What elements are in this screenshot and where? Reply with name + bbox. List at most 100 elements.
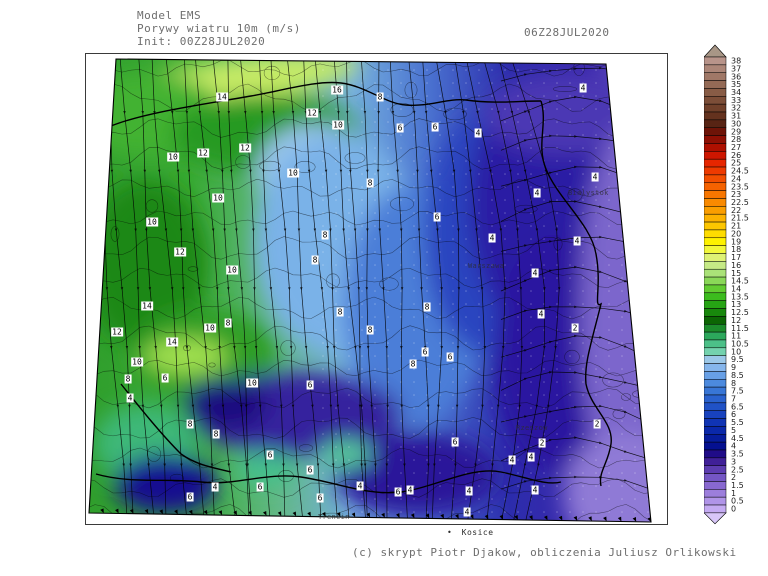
gust-value-label: 12 bbox=[306, 108, 318, 118]
gust-value-label: 8 bbox=[423, 302, 431, 312]
svg-text:14.5: 14.5 bbox=[731, 277, 749, 286]
city-label: Trencin bbox=[318, 513, 350, 521]
svg-text:19: 19 bbox=[731, 237, 741, 246]
gust-value-label: 6 bbox=[433, 212, 441, 222]
svg-text:9: 9 bbox=[731, 363, 736, 372]
svg-text:29: 29 bbox=[731, 127, 741, 136]
svg-text:9.5: 9.5 bbox=[731, 355, 744, 364]
gust-value-label: 2 bbox=[538, 438, 546, 448]
svg-text:23: 23 bbox=[731, 190, 741, 199]
svg-text:0.5: 0.5 bbox=[731, 497, 744, 506]
svg-text:24: 24 bbox=[731, 174, 741, 183]
svg-text:1: 1 bbox=[731, 489, 736, 498]
wind-gust-map bbox=[88, 58, 652, 523]
svg-text:13: 13 bbox=[731, 300, 741, 309]
gust-value-label: 4 bbox=[508, 455, 516, 465]
svg-text:7: 7 bbox=[731, 395, 736, 404]
gust-value-label: 4 bbox=[463, 507, 471, 517]
gust-value-label: 4 bbox=[211, 482, 219, 492]
map-frame bbox=[85, 53, 668, 525]
valid-time: 06Z28JUL2020 bbox=[524, 26, 610, 39]
gust-value-label: 14 bbox=[166, 337, 178, 347]
map-domain-outline bbox=[88, 58, 652, 523]
svg-text:21.5: 21.5 bbox=[731, 214, 749, 223]
svg-text:20: 20 bbox=[731, 229, 741, 238]
gust-value-label: 8 bbox=[212, 429, 220, 439]
svg-text:38: 38 bbox=[731, 57, 741, 66]
gust-value-label: 8 bbox=[336, 307, 344, 317]
gust-value-label: 14 bbox=[141, 301, 153, 311]
city-dot-icon: • bbox=[447, 528, 453, 537]
gust-value-label: 4 bbox=[531, 485, 539, 495]
gust-value-label: 4 bbox=[579, 83, 587, 93]
gust-value-label: 10 bbox=[332, 120, 344, 130]
gust-value-label: 10 bbox=[287, 168, 299, 178]
svg-text:10: 10 bbox=[731, 347, 741, 356]
svg-text:33: 33 bbox=[731, 96, 741, 105]
gust-value-label: 8 bbox=[409, 359, 417, 369]
init-time: Init: 00Z28JUL2020 bbox=[137, 35, 266, 48]
parameter-title: Porywy wiatru 10m (m/s) bbox=[137, 22, 301, 35]
gust-value-label: 6 bbox=[306, 380, 314, 390]
svg-text:27: 27 bbox=[731, 143, 741, 152]
gust-value-label: 14 bbox=[216, 92, 228, 102]
gust-value-label: 8 bbox=[224, 318, 232, 328]
gust-value-label: 8 bbox=[321, 230, 329, 240]
svg-text:31: 31 bbox=[731, 112, 741, 121]
gust-value-label: 8 bbox=[124, 374, 132, 384]
gust-value-label: 4 bbox=[126, 393, 134, 403]
gust-value-label: 8 bbox=[376, 92, 384, 102]
gust-field bbox=[89, 59, 651, 522]
gust-value-label: 6 bbox=[431, 122, 439, 132]
gust-value-label: 4 bbox=[573, 236, 581, 246]
gust-value-label: 6 bbox=[394, 487, 402, 497]
gust-value-label: 6 bbox=[256, 482, 264, 492]
city-marker-label: Kosice bbox=[461, 528, 494, 537]
svg-text:36: 36 bbox=[731, 72, 741, 81]
svg-text:0: 0 bbox=[731, 505, 736, 514]
gust-value-label: 6 bbox=[446, 352, 454, 362]
svg-text:26: 26 bbox=[731, 151, 741, 160]
gust-value-label: 4 bbox=[537, 309, 545, 319]
gust-value-label: 4 bbox=[474, 128, 482, 138]
city-label: Warszawa bbox=[468, 262, 505, 270]
svg-text:4.5: 4.5 bbox=[731, 434, 744, 443]
svg-text:25: 25 bbox=[731, 159, 741, 168]
gust-value-label: 6 bbox=[306, 465, 314, 475]
gust-value-label: 8 bbox=[366, 325, 374, 335]
gust-value-label: 6 bbox=[316, 493, 324, 503]
svg-text:6: 6 bbox=[731, 410, 736, 419]
svg-text:6.5: 6.5 bbox=[731, 402, 744, 411]
svg-text:35: 35 bbox=[731, 80, 741, 89]
svg-text:8: 8 bbox=[731, 379, 736, 388]
gust-value-label: 4 bbox=[527, 452, 535, 462]
gust-value-label: 12 bbox=[197, 148, 209, 158]
svg-text:32: 32 bbox=[731, 104, 741, 113]
model-name: Model EMS bbox=[137, 9, 202, 22]
gust-value-label: 10 bbox=[212, 193, 224, 203]
svg-text:1.5: 1.5 bbox=[731, 481, 744, 490]
gust-value-label: 16 bbox=[331, 85, 343, 95]
gust-value-label: 6 bbox=[451, 437, 459, 447]
gust-value-label: 10 bbox=[226, 265, 238, 275]
svg-text:7.5: 7.5 bbox=[731, 387, 744, 396]
svg-text:28: 28 bbox=[731, 135, 741, 144]
gust-value-label: 10 bbox=[131, 357, 143, 367]
gust-value-label: 4 bbox=[356, 481, 364, 491]
svg-text:2: 2 bbox=[731, 473, 736, 482]
colorbar-scale: 383736353433323130292827262524.52423.523… bbox=[703, 44, 749, 525]
gust-value-label: 10 bbox=[246, 378, 258, 388]
gust-value-label: 4 bbox=[465, 486, 473, 496]
svg-text:4: 4 bbox=[731, 442, 736, 451]
gust-value-label: 6 bbox=[266, 450, 274, 460]
gust-value-label: 4 bbox=[591, 172, 599, 182]
svg-text:24.5: 24.5 bbox=[731, 167, 749, 176]
svg-text:16: 16 bbox=[731, 261, 741, 270]
gust-value-label: 4 bbox=[406, 485, 414, 495]
gust-value-label: 4 bbox=[533, 188, 541, 198]
svg-text:12.5: 12.5 bbox=[731, 308, 749, 317]
gust-value-label: 2 bbox=[571, 323, 579, 333]
svg-text:22.5: 22.5 bbox=[731, 198, 749, 207]
svg-text:10.5: 10.5 bbox=[731, 339, 749, 348]
